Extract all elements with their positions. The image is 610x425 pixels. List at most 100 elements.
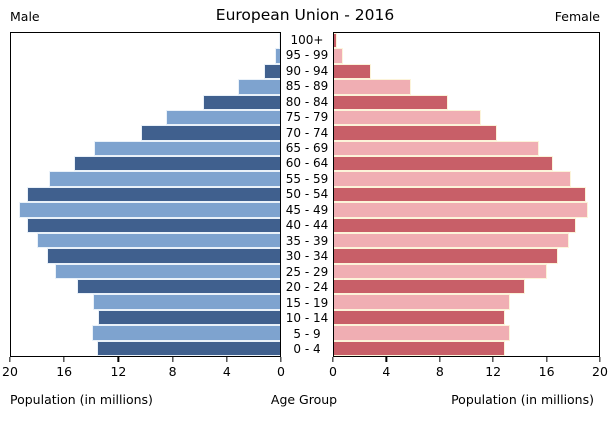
- female-axis-tick-label-12: 12: [485, 364, 502, 379]
- female-row-65-69: [334, 140, 599, 156]
- male-axis-tick-4: [226, 357, 228, 362]
- female-bar-65-69: [334, 140, 540, 156]
- male-bar-45-49: [19, 202, 280, 218]
- female-axis-tick-0: [332, 357, 334, 362]
- male-bar-10-14: [98, 309, 280, 326]
- female-bar-75-79: [334, 109, 482, 126]
- female-row-70-74: [334, 125, 599, 141]
- female-row-80-84: [334, 94, 599, 110]
- female-row-10-14: [334, 309, 599, 326]
- age-label-15-19: 15 - 19: [285, 295, 329, 310]
- male-bar-0-4: [97, 340, 280, 356]
- female-row-25-29: [334, 263, 599, 279]
- male-row-30-34: [11, 248, 280, 264]
- female-axis-tick-label-8: 8: [435, 364, 444, 379]
- age-label-20-24: 20 - 24: [285, 280, 329, 295]
- female-bar-70-74: [334, 125, 497, 141]
- male-bar-65-69: [94, 140, 280, 156]
- female-axis-tick-label-20: 20: [592, 364, 608, 379]
- female-header: Female: [554, 9, 600, 24]
- male-bar-50-54: [27, 186, 280, 203]
- female-axis-tick-12: [492, 357, 494, 362]
- male-axis-tick-label-20: 20: [2, 364, 18, 379]
- female-axis-tick-4: [385, 357, 388, 362]
- female-bar-90-94: [334, 63, 372, 80]
- female-bar-5-9: [334, 325, 511, 341]
- male-row-75-79: [11, 109, 280, 126]
- female-bar-80-84: [334, 94, 448, 110]
- male-bar-20-24: [76, 279, 280, 295]
- male-bar-95-99: [274, 48, 280, 64]
- age-label-70-74: 70 - 74: [285, 125, 329, 140]
- male-axis-tick-8: [171, 357, 174, 362]
- male-row-85-89: [11, 79, 280, 95]
- age-label-30-34: 30 - 34: [285, 249, 329, 264]
- age-label-35-39: 35 - 39: [285, 233, 329, 248]
- male-row-0-4: [11, 340, 280, 356]
- female-axis-tick-8: [439, 357, 441, 362]
- male-axis-tick-16: [63, 357, 65, 362]
- female-bar-0-4: [334, 340, 505, 356]
- female-row-5-9: [334, 325, 599, 341]
- male-axis-tick-20: [9, 357, 11, 362]
- male-bar-15-19: [93, 294, 280, 310]
- female-bar-60-64: [334, 156, 553, 172]
- female-row-20-24: [334, 279, 599, 295]
- male-row-5-9: [11, 325, 280, 341]
- age-group-axis-label: Age Group: [270, 392, 338, 407]
- male-bar-70-74: [141, 125, 280, 141]
- female-bar-35-39: [334, 232, 569, 249]
- male-axis-label: Population (in millions): [10, 392, 153, 407]
- male-bar-100+: [279, 33, 280, 49]
- female-axis-label: Population (in millions): [451, 392, 594, 407]
- male-bar-85-89: [238, 79, 280, 95]
- female-bar-25-29: [334, 263, 548, 279]
- female-axis-tick-label-4: 4: [382, 364, 391, 379]
- male-row-10-14: [11, 309, 280, 326]
- age-label-40-44: 40 - 44: [285, 218, 329, 233]
- female-axis-tick-label-0: 0: [329, 364, 337, 379]
- female-row-100+: [334, 33, 599, 49]
- male-bar-60-64: [74, 156, 280, 172]
- female-bar-100+: [334, 33, 337, 49]
- female-bar-95-99: [334, 48, 344, 64]
- female-row-45-49: [334, 202, 599, 218]
- age-label-60-64: 60 - 64: [285, 156, 329, 171]
- male-axis-tick-label-4: 4: [222, 364, 231, 379]
- age-label-100+: 100+: [290, 32, 324, 47]
- male-row-25-29: [11, 263, 280, 279]
- male-row-20-24: [11, 279, 280, 295]
- male-row-100+: [11, 33, 280, 49]
- female-row-95-99: [334, 48, 599, 64]
- female-row-35-39: [334, 232, 599, 249]
- female-row-15-19: [334, 294, 599, 310]
- male-row-90-94: [11, 63, 280, 80]
- age-label-0-4: 0 - 4: [293, 342, 321, 357]
- female-plot-area: [333, 32, 600, 357]
- male-row-15-19: [11, 294, 280, 310]
- male-row-80-84: [11, 94, 280, 110]
- female-row-90-94: [334, 63, 599, 80]
- female-bar-85-89: [334, 79, 411, 95]
- chart-title: European Union - 2016: [215, 6, 395, 24]
- female-row-60-64: [334, 156, 599, 172]
- age-group-axis: 100+ 95 - 99 90 - 94 85 - 89 80 - 84 75 - 79 7…: [281, 32, 333, 357]
- age-label-45-49: 45 - 49: [285, 202, 329, 217]
- female-bar-40-44: [334, 217, 577, 233]
- male-row-50-54: [11, 186, 280, 203]
- male-bar-75-79: [165, 109, 280, 126]
- age-label-90-94: 90 - 94: [285, 63, 329, 78]
- age-label-5-9: 5 - 9: [293, 326, 321, 341]
- age-label-95-99: 95 - 99: [285, 48, 329, 63]
- age-label-10-14: 10 - 14: [285, 311, 329, 326]
- female-row-30-34: [334, 248, 599, 264]
- age-label-85-89: 85 - 89: [285, 79, 329, 94]
- age-label-25-29: 25 - 29: [285, 264, 329, 279]
- male-bar-90-94: [263, 63, 280, 80]
- male-row-55-59: [11, 171, 280, 187]
- female-row-55-59: [334, 171, 599, 187]
- female-axis-tick-20: [599, 357, 601, 362]
- male-axis-tick-label-8: 8: [168, 364, 177, 379]
- female-bar-10-14: [334, 309, 505, 326]
- female-bar-30-34: [334, 248, 558, 264]
